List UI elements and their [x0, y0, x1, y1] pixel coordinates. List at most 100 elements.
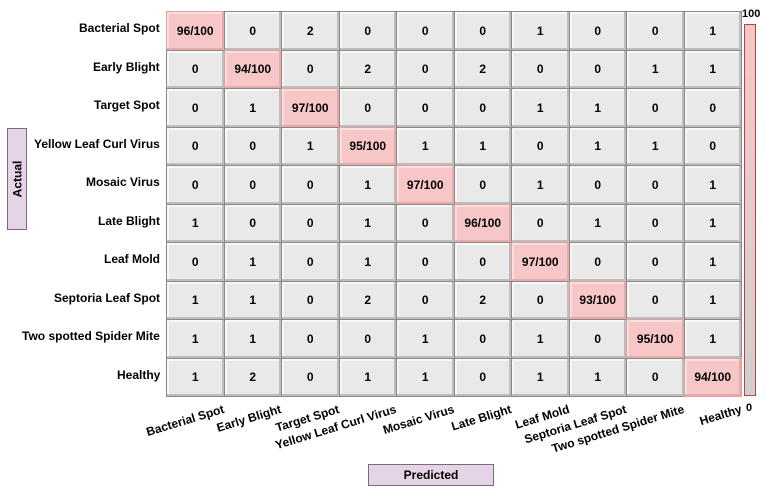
- heatmap-cell: 0: [281, 280, 340, 320]
- heatmap-cell: 1: [166, 357, 225, 397]
- heatmap-cell: 1: [396, 126, 455, 166]
- heatmap-cell: 1: [568, 126, 627, 166]
- heatmap-cell: 0: [568, 319, 627, 359]
- colorbar: [744, 24, 756, 396]
- heatmap-cell: 0: [281, 165, 340, 205]
- colorbar-min-label: 0: [746, 402, 753, 414]
- column-label: Early Blight: [214, 402, 283, 435]
- heatmap-cell: 1: [511, 357, 570, 397]
- heatmap-cell: 1: [396, 357, 455, 397]
- heatmap-cell: 1: [683, 280, 742, 320]
- row-label: Early Blight: [93, 59, 160, 74]
- heatmap-cell: 0: [453, 357, 512, 397]
- heatmap-cell: 0: [683, 126, 742, 166]
- heatmap-cell: 2: [453, 280, 512, 320]
- heatmap-cell: 0: [453, 88, 512, 128]
- heatmap-cell: 2: [281, 11, 340, 51]
- heatmap-cell: 0: [568, 49, 627, 89]
- heatmap-cell: 0: [511, 126, 570, 166]
- heatmap-cell: 1: [338, 357, 397, 397]
- heatmap-cell: 0: [453, 165, 512, 205]
- heatmap-cell: 0: [453, 11, 512, 51]
- x-axis-label-box: Predicted: [368, 464, 494, 486]
- heatmap-cell: 0: [166, 88, 225, 128]
- heatmap-cell: 1: [166, 280, 225, 320]
- heatmap-cell: 2: [338, 280, 397, 320]
- heatmap-cell-diagonal: 97/100: [281, 88, 340, 128]
- heatmap-cell: 1: [223, 88, 282, 128]
- heatmap-cell: 1: [626, 126, 685, 166]
- heatmap-cell-diagonal: 95/100: [626, 319, 685, 359]
- heatmap-cell: 1: [338, 203, 397, 243]
- heatmap-cell: 1: [568, 357, 627, 397]
- heatmap-cell: 2: [223, 357, 282, 397]
- row-label: Two spotted Spider Mite: [22, 329, 160, 343]
- heatmap-cell: 0: [338, 88, 397, 128]
- y-axis-label: Actual: [10, 160, 24, 198]
- heatmap-cell: 1: [683, 242, 742, 282]
- heatmap-cell-diagonal: 93/100: [568, 280, 627, 320]
- row-label: Yellow Leaf Curl Virus: [34, 136, 160, 151]
- heatmap-cell: 1: [166, 203, 225, 243]
- heatmap-cell: 0: [453, 319, 512, 359]
- heatmap-cell: 0: [338, 11, 397, 51]
- heatmap-cell: 1: [223, 280, 282, 320]
- heatmap-cell: 0: [626, 242, 685, 282]
- heatmap-cell-diagonal: 96/100: [453, 203, 512, 243]
- heatmap-cell: 0: [626, 357, 685, 397]
- heatmap-cell: 0: [281, 242, 340, 282]
- column-label: Late Blight: [449, 402, 514, 434]
- heatmap-cell: 0: [396, 49, 455, 89]
- heatmap-cell: 0: [396, 280, 455, 320]
- x-axis-label: Predicted: [403, 468, 459, 482]
- heatmap-cell: 0: [338, 319, 397, 359]
- heatmap-cell: 1: [166, 319, 225, 359]
- row-label: Bacterial Spot: [79, 21, 160, 35]
- heatmap-cell: 0: [511, 203, 570, 243]
- heatmap-cell: 1: [683, 11, 742, 51]
- heatmap-cell: 2: [453, 49, 512, 89]
- heatmap-cell: 1: [568, 203, 627, 243]
- heatmap-cell-diagonal: 95/100: [338, 126, 397, 166]
- heatmap-cell: 1: [223, 319, 282, 359]
- heatmap-cell: 2: [338, 49, 397, 89]
- row-label: Target Spot: [94, 98, 160, 112]
- heatmap-cell: 1: [626, 49, 685, 89]
- heatmap-cell-diagonal: 97/100: [396, 165, 455, 205]
- heatmap-cell: 0: [166, 242, 225, 282]
- heatmap-cell: 0: [626, 165, 685, 205]
- heatmap-cell: 0: [396, 203, 455, 243]
- heatmap-cell: 1: [511, 165, 570, 205]
- heatmap-cell: 0: [511, 280, 570, 320]
- heatmap-cell: 0: [626, 203, 685, 243]
- y-axis-label-box: Actual: [7, 128, 27, 230]
- row-label: Late Blight: [98, 213, 160, 228]
- heatmap-cell: 1: [281, 126, 340, 166]
- heatmap-cell: 1: [683, 319, 742, 359]
- heatmap-cell: 0: [223, 203, 282, 243]
- heatmap-cell: 0: [223, 11, 282, 51]
- heatmap-cell: 0: [626, 88, 685, 128]
- heatmap-cell: 0: [626, 280, 685, 320]
- heatmap-cell: 1: [683, 49, 742, 89]
- heatmap-cell: 1: [453, 126, 512, 166]
- heatmap-cell: 0: [223, 126, 282, 166]
- heatmap-cell: 0: [166, 165, 225, 205]
- heatmap-cell: 0: [568, 11, 627, 51]
- heatmap-cell-diagonal: 97/100: [511, 242, 570, 282]
- heatmap-cell: 0: [281, 319, 340, 359]
- heatmap-cell: 0: [568, 165, 627, 205]
- row-label: Healthy: [117, 367, 161, 382]
- heatmap-cell: 1: [338, 242, 397, 282]
- heatmap-cell: 0: [281, 357, 340, 397]
- heatmap-cell-diagonal: 94/100: [223, 49, 282, 89]
- row-label: Septoria Leaf Spot: [54, 290, 161, 305]
- heatmap-cell: 0: [281, 49, 340, 89]
- heatmap-cell: 1: [511, 88, 570, 128]
- heatmap-cell: 1: [568, 88, 627, 128]
- column-label: Bacterial Spot: [144, 402, 226, 439]
- heatmap-cell: 1: [683, 203, 742, 243]
- row-label: Leaf Mold: [104, 252, 160, 266]
- heatmap-cell: 0: [166, 126, 225, 166]
- heatmap-cell: 0: [511, 49, 570, 89]
